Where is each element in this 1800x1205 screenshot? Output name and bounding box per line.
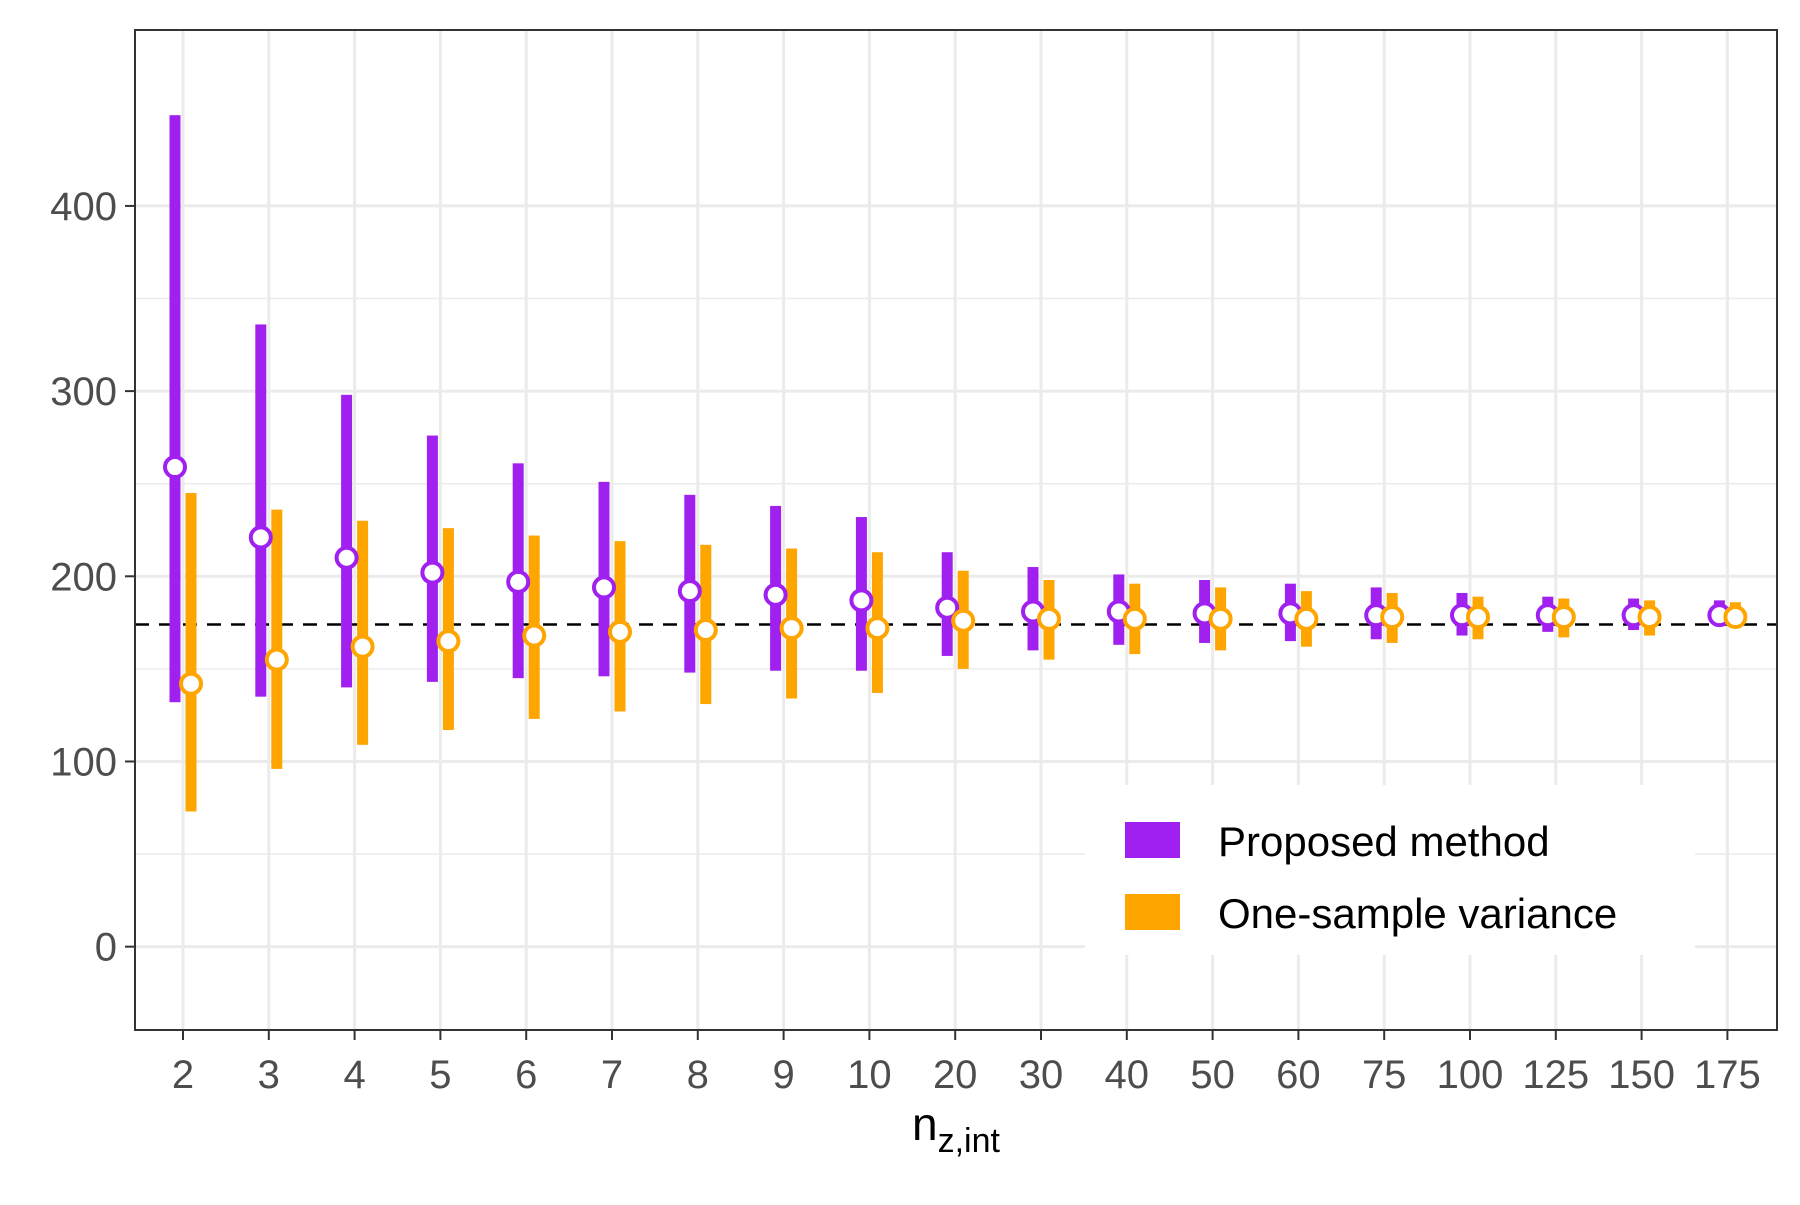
estimate-point-one-sample-variance [1551, 605, 1576, 630]
estimate-point-one-sample-variance [1637, 605, 1662, 630]
x-tick-label: 3 [258, 1053, 280, 1097]
estimate-point-proposed-method [506, 569, 531, 594]
estimate-point-one-sample-variance [951, 608, 976, 633]
x-tick-label: 50 [1190, 1053, 1235, 1097]
x-axis-title-subscript: z,int [938, 1122, 1001, 1160]
x-tick-label: 7 [601, 1053, 623, 1097]
estimate-points-layer [163, 455, 1748, 696]
x-axis-title-main: n [912, 1098, 938, 1150]
interval-bar-one-sample-variance [442, 528, 454, 730]
interval-bar-proposed-method [341, 394, 353, 688]
estimate-point-one-sample-variance [1208, 606, 1233, 631]
y-tick-label: 100 [50, 740, 117, 784]
legend-background [1085, 785, 1695, 955]
x-tick-label: 10 [847, 1053, 892, 1097]
x-tick-label: 4 [343, 1053, 365, 1097]
estimate-point-proposed-method [677, 579, 702, 604]
estimate-point-proposed-method [248, 525, 273, 550]
x-tick-label: 75 [1362, 1053, 1407, 1097]
estimate-point-one-sample-variance [1380, 605, 1405, 630]
legend-label-one-sample-variance: One-sample variance [1218, 890, 1617, 937]
x-tick-label: 40 [1105, 1053, 1150, 1097]
x-tick-label: 5 [429, 1053, 451, 1097]
estimate-point-one-sample-variance [264, 647, 289, 672]
estimate-point-proposed-method [849, 588, 874, 613]
x-tick-label: 2 [172, 1053, 194, 1097]
interval-bar-proposed-method [169, 115, 181, 703]
x-tick-label: 20 [933, 1053, 978, 1097]
interval-bar-one-sample-variance [357, 520, 369, 745]
x-tick-label: 8 [687, 1053, 709, 1097]
estimate-point-one-sample-variance [1294, 606, 1319, 631]
estimate-point-one-sample-variance [693, 618, 718, 642]
estimate-point-one-sample-variance [779, 616, 804, 641]
x-tick-label: 6 [515, 1053, 537, 1097]
estimate-point-one-sample-variance [522, 623, 547, 648]
estimate-point-one-sample-variance [608, 619, 632, 644]
estimate-point-one-sample-variance [1466, 605, 1490, 630]
interval-bar-proposed-method [426, 435, 438, 682]
estimate-point-proposed-method [163, 455, 187, 480]
legend-key-one-sample-variance [1125, 894, 1180, 930]
legend-key-proposed-method [1125, 822, 1180, 858]
estimate-point-proposed-method [420, 560, 445, 585]
estimate-point-one-sample-variance [1723, 605, 1748, 630]
estimate-point-proposed-method [334, 545, 359, 570]
legend-label-proposed-method: Proposed method [1218, 818, 1550, 865]
x-tick-label: 100 [1437, 1053, 1504, 1097]
interval-bar-one-sample-variance [271, 509, 283, 769]
interval-bar-proposed-method [255, 324, 267, 697]
x-tick-label: 9 [772, 1053, 794, 1097]
x-axis-title: nz,int [912, 1098, 1001, 1160]
estimate-point-one-sample-variance [1122, 606, 1147, 631]
x-tick-label: 150 [1608, 1053, 1675, 1097]
estimate-point-proposed-method [592, 575, 616, 600]
axis-layer: 0 100 200 300 400 2 3 4 5 6 7 8 9 10 20 30 40 50 60 75 100 12… [50, 185, 1761, 1097]
y-tick-label: 300 [50, 370, 117, 414]
interval-bar-one-sample-variance [185, 492, 197, 812]
estimate-point-proposed-method [935, 595, 960, 620]
estimate-point-one-sample-variance [865, 616, 890, 641]
y-tick-label: 200 [50, 555, 117, 599]
y-tick-label: 400 [50, 185, 117, 229]
estimate-point-proposed-method [763, 582, 788, 607]
legend: Proposed method One-sample variance [1085, 785, 1695, 955]
estimate-point-one-sample-variance [436, 629, 461, 654]
estimate-point-one-sample-variance [179, 671, 203, 696]
x-tick-label: 60 [1276, 1053, 1321, 1097]
estimate-point-one-sample-variance [1037, 606, 1061, 631]
estimate-point-one-sample-variance [350, 634, 375, 659]
y-tick-label: 0 [95, 926, 117, 970]
x-tick-label: 175 [1694, 1053, 1761, 1097]
x-tick-label: 125 [1522, 1053, 1589, 1097]
x-tick-label: 30 [1019, 1053, 1064, 1097]
